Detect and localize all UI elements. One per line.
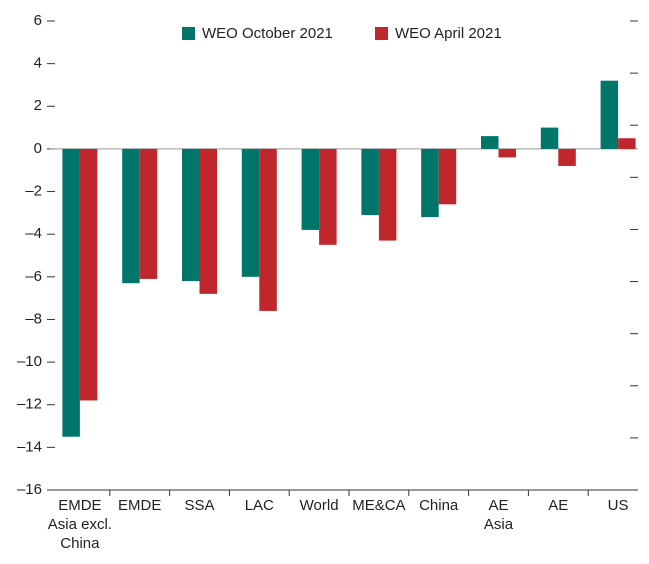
x-tick-label: AE Asia	[483, 497, 514, 533]
x-tick-label: EMDE	[118, 497, 162, 514]
y-tick-label: 6	[34, 12, 42, 29]
y-tick-label: –10	[17, 353, 42, 370]
bar	[301, 148, 320, 230]
x-tick-label: EMDE Asia excl. China	[47, 497, 112, 552]
bar	[421, 148, 439, 218]
bar	[540, 127, 559, 149]
bar	[241, 148, 260, 277]
y-tick-label: –6	[25, 268, 42, 285]
bar	[62, 148, 80, 437]
x-tick-label: LAC	[244, 497, 274, 514]
bar	[481, 136, 499, 149]
bar	[182, 148, 200, 282]
y-tick-label: 0	[34, 140, 42, 157]
x-tick-label: AE	[548, 497, 569, 514]
bar	[122, 148, 140, 284]
bar	[600, 80, 619, 149]
x-tick-label: China	[419, 497, 459, 514]
bar	[618, 138, 636, 149]
x-tick-label: World	[299, 497, 339, 514]
bar	[199, 148, 217, 294]
x-tick-label: US	[607, 497, 629, 514]
legend-swatch	[375, 27, 388, 40]
bar	[79, 148, 98, 401]
bar	[558, 148, 576, 166]
bar	[139, 148, 158, 279]
y-tick-label: –14	[17, 438, 42, 455]
bar	[498, 148, 516, 158]
y-tick-label: 2	[34, 97, 42, 114]
bar	[438, 148, 457, 205]
x-tick-label: ME&CA	[352, 497, 406, 514]
y-tick-label: –8	[25, 310, 42, 327]
bar	[361, 148, 379, 215]
legend-swatch	[182, 27, 195, 40]
y-tick-label: 4	[34, 55, 42, 72]
y-tick-label: –2	[25, 183, 42, 200]
legend-label: WEO October 2021	[202, 25, 333, 42]
y-tick-label: –4	[25, 225, 42, 242]
legend-label: WEO April 2021	[395, 25, 502, 42]
bar	[259, 148, 277, 311]
bar	[319, 148, 337, 245]
y-tick-label: –12	[17, 396, 42, 413]
y-tick-label: –16	[17, 481, 42, 498]
x-tick-label: SSA	[184, 497, 215, 514]
bar	[378, 148, 397, 241]
